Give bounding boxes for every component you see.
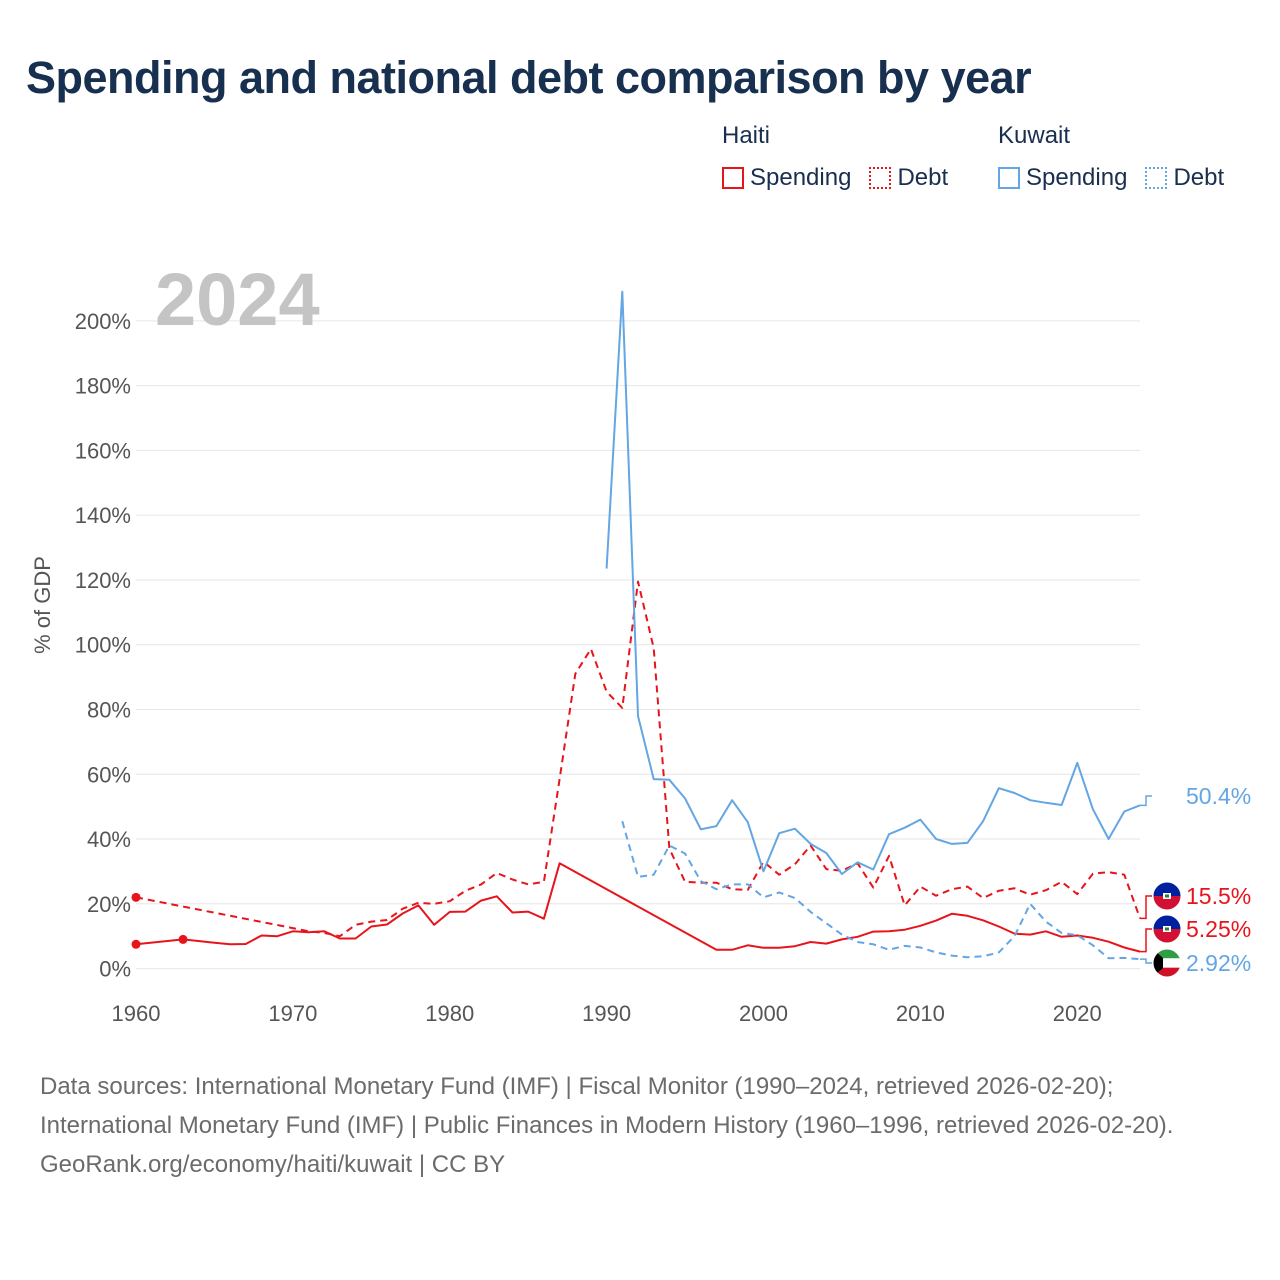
series-kuwait-spending [605, 290, 1141, 875]
legend-swatch-dotted [869, 167, 892, 189]
y-tick-label: 180% [75, 374, 131, 399]
x-tick-label: 1980 [425, 1001, 474, 1026]
series-line[interactable] [135, 862, 1141, 953]
end-value-label: 15.5% [1186, 883, 1251, 909]
y-axis-label: % of GDP [30, 556, 55, 654]
y-tick-label: 80% [87, 697, 131, 722]
chart-title: Spending and national debt comparison by… [26, 52, 1032, 103]
data-point-marker[interactable] [131, 939, 141, 949]
y-tick-label: 20% [87, 892, 131, 917]
data-sources-text: Data sources: International Monetary Fun… [40, 1073, 1174, 1139]
x-tick-label: 2010 [896, 1001, 945, 1026]
legend-group-name: Haiti [722, 122, 771, 149]
x-tick-label: 2020 [1053, 1001, 1102, 1026]
series-line[interactable] [135, 580, 1141, 938]
data-point-marker[interactable] [131, 892, 141, 902]
axis-layer: 0% 20% 40% 60% 80% 100% 120% 140% 160% 180% 200% 19… [30, 309, 1102, 1026]
x-tick-label: 1960 [112, 1001, 161, 1026]
y-tick-label: 60% [87, 762, 131, 787]
y-tick-label: 160% [75, 438, 131, 463]
y-tick-label: 200% [75, 309, 131, 334]
x-tick-label: 1970 [268, 1001, 317, 1026]
legend-item-label: Spending [750, 164, 852, 191]
series-haiti-debt [131, 580, 1141, 938]
end-value-label: 5.25% [1186, 916, 1251, 942]
series-line[interactable] [605, 290, 1141, 875]
y-tick-label: 0% [99, 957, 131, 982]
end-label-haiti: 5.25% [1140, 914, 1251, 953]
y-tick-label: 40% [87, 827, 131, 852]
legend-item-haiti-spending[interactable]: Spending [722, 164, 851, 192]
label-connector [1140, 795, 1152, 807]
y-tick-label: 120% [75, 568, 131, 593]
end-label-kuwait: 50.4% [1140, 781, 1251, 811]
legend-group-name: Kuwait [998, 122, 1071, 149]
series-line[interactable] [621, 820, 1141, 961]
kuwait-flag-icon [1153, 949, 1181, 977]
end-value-label: 50.4% [1186, 783, 1251, 809]
series-kuwait-debt [621, 820, 1141, 961]
end-value-label: 2.92% [1186, 950, 1251, 976]
label-connector [1140, 928, 1152, 953]
legend-item-haiti-debt[interactable]: Debt [869, 164, 948, 192]
legend-item-label: Debt [1173, 164, 1225, 191]
end-label-kuwait: 2.92% [1140, 948, 1251, 978]
legend-swatch-dotted [1145, 167, 1168, 189]
legend-item-label: Debt [897, 164, 949, 191]
legend-group-kuwait: Kuwait Spending Debt [998, 122, 1224, 192]
grid-layer [136, 320, 1140, 970]
footer: Data sources: International Monetary Fun… [40, 1067, 1240, 1184]
line-chart: 0% 20% 40% 60% 80% 100% 120% 140% 160% 180% 200% 19… [30, 258, 1251, 1026]
legend-item-kuwait-spending[interactable]: Spending [998, 164, 1127, 192]
haiti-flag-icon [1153, 882, 1181, 910]
x-tick-label: 2000 [739, 1001, 788, 1026]
label-connector [1140, 958, 1152, 964]
series-haiti-spending [131, 862, 1141, 953]
legend-swatch-solid [722, 167, 744, 189]
y-tick-label: 100% [75, 633, 131, 658]
legend-item-label: Spending [1026, 164, 1128, 191]
legend-group-haiti: Haiti Spending Debt [722, 122, 948, 192]
legend-swatch-solid [998, 167, 1020, 189]
series-layer [131, 290, 1141, 961]
x-tick-label: 1990 [582, 1001, 631, 1026]
year-watermark: 2024 [155, 258, 320, 341]
y-tick-label: 140% [75, 503, 131, 528]
end-label-layer: 50.4% 15.5% 5.25% 2.92% [1140, 781, 1251, 978]
credit-link[interactable]: GeoRank.org/economy/haiti/kuwait | CC BY [40, 1151, 506, 1178]
haiti-flag-icon [1153, 915, 1181, 943]
label-connector [1140, 895, 1152, 920]
data-point-marker[interactable] [178, 934, 188, 944]
legend-item-kuwait-debt[interactable]: Debt [1145, 164, 1224, 192]
end-label-haiti: 15.5% [1140, 881, 1251, 920]
